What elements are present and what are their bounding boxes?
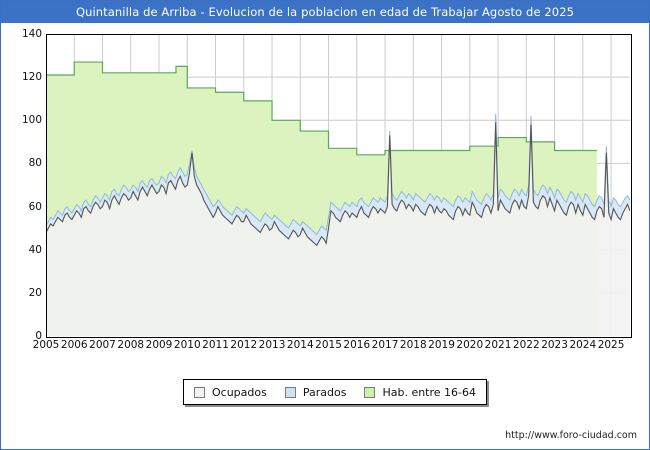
y-axis-tick-40: 40 xyxy=(28,243,42,256)
x-axis-tick-2020: 2020 xyxy=(456,339,484,351)
legend-item-parados[interactable]: Parados xyxy=(284,385,347,399)
x-axis-tick-2015: 2015 xyxy=(315,339,342,351)
x-axis-tick-2019: 2019 xyxy=(428,339,455,351)
y-axis-tick-120: 120 xyxy=(21,71,42,84)
y-axis: 0 20 40 60 80 100 120 140 xyxy=(1,28,42,342)
page-title: Quintanilla de Arriba - Evolucion de la … xyxy=(75,5,575,19)
x-axis-tick-2009: 2009 xyxy=(145,339,173,351)
x-axis: 2005 2006 2007 2008 2009 2010 2011 2012 2013 2014… xyxy=(33,339,632,355)
y-axis-tick-140: 140 xyxy=(21,28,42,40)
legend-swatch-parados xyxy=(284,386,296,398)
x-axis-tick-2022: 2022 xyxy=(512,339,540,351)
x-axis-tick-2011: 2011 xyxy=(202,339,229,351)
legend-item-ocupados[interactable]: Ocupados xyxy=(194,386,267,399)
x-axis-tick-2023: 2023 xyxy=(541,339,568,351)
x-axis-tick-2010: 2010 xyxy=(173,339,201,351)
legend-swatch-ocupados xyxy=(194,386,205,398)
y-axis-tick-80: 80 xyxy=(28,157,42,170)
y-axis-tick-60: 60 xyxy=(28,200,42,213)
chart-legend: Ocupados Parados Hab. entre 16-64 xyxy=(183,379,488,405)
chart-canvas xyxy=(46,34,630,336)
y-axis-tick-0: 0 xyxy=(35,330,42,342)
x-axis-tick-2008: 2008 xyxy=(117,339,145,351)
source-url[interactable]: http://www.foro-ciudad.com xyxy=(505,430,637,441)
x-axis-tick-2012: 2012 xyxy=(230,339,258,351)
x-axis-tick-2025: 2025 xyxy=(597,339,625,351)
legend-item-habitantes[interactable]: Hab. entre 16-64 xyxy=(364,386,476,399)
x-axis-tick-2024: 2024 xyxy=(569,339,597,351)
x-axis-tick-2017: 2017 xyxy=(371,339,399,351)
x-axis-tick-2007: 2007 xyxy=(89,339,116,351)
x-axis-tick-2014: 2014 xyxy=(286,339,314,351)
x-axis-tick-2013: 2013 xyxy=(258,339,286,351)
x-axis-tick-2016: 2016 xyxy=(343,339,371,351)
y-axis-tick-100: 100 xyxy=(21,114,42,127)
y-axis-tick-20: 20 xyxy=(28,286,42,299)
legend-label-parados: Parados xyxy=(302,385,347,399)
legend-label-habitantes: Hab. entre 16-64 xyxy=(382,385,477,399)
legend-label-ocupados: Ocupados xyxy=(212,385,267,399)
window-title-bar: Quintanilla de Arriba - Evolucion de la … xyxy=(1,1,649,23)
x-axis-tick-2006: 2006 xyxy=(60,339,88,351)
x-axis-tick-2005: 2005 xyxy=(32,339,60,351)
x-axis-tick-2021: 2021 xyxy=(484,339,512,351)
plot-area xyxy=(46,34,630,336)
legend-swatch-habitantes xyxy=(364,386,376,398)
x-axis-tick-2018: 2018 xyxy=(399,339,427,351)
